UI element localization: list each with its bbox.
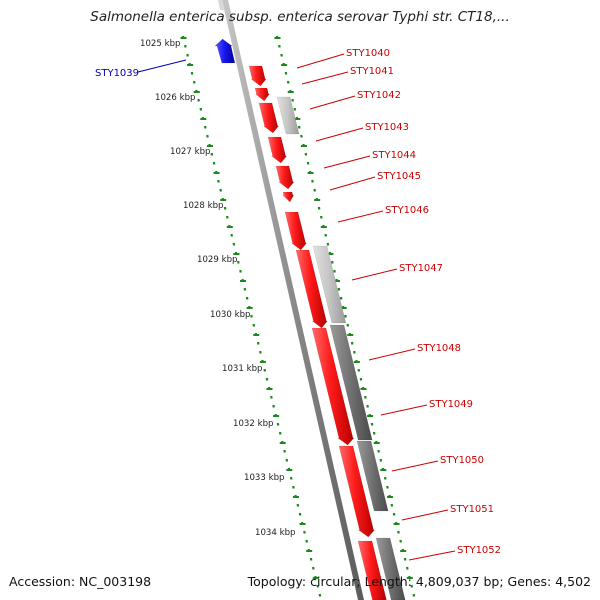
kbp-label: 1030 kbp	[210, 310, 251, 320]
leader-line	[315, 127, 364, 142]
kbp-label: 1027 kbp	[170, 147, 211, 157]
gene-sty1042[interactable]	[276, 96, 300, 135]
leader-line	[301, 71, 349, 85]
kbp-label: 1028 kbp	[183, 201, 224, 211]
gene-label-sty1046[interactable]: STY1046	[385, 205, 429, 216]
gene-label-sty1049[interactable]: STY1049	[429, 399, 473, 410]
gene-label-sty1040[interactable]: STY1040	[346, 48, 390, 59]
gene-label-sty1047[interactable]: STY1047	[399, 263, 443, 274]
gene-label-sty1050[interactable]: STY1050	[440, 455, 484, 466]
gene-sty1048[interactable]	[329, 324, 373, 441]
gene-sty1040[interactable]	[248, 65, 267, 87]
gene-label-sty1052[interactable]: STY1052	[457, 545, 501, 556]
kbp-label: 1026 kbp	[155, 93, 196, 103]
genome-axis-top	[218, 0, 224, 10]
gene-sty1044[interactable]	[267, 136, 288, 164]
leader-line	[408, 550, 456, 561]
leader-line	[351, 268, 398, 281]
genome-title: Salmonella enterica subsp. enterica sero…	[90, 9, 510, 25]
topology-text: Topology: circular; Length: 4,809,037 bp…	[247, 574, 591, 589]
leader-line	[296, 53, 345, 69]
gene-sty1043[interactable]	[258, 102, 280, 134]
genome-axis	[222, 0, 364, 600]
gene-label-sty1039[interactable]: STY1039	[95, 68, 139, 79]
gene-segment-1[interactable]	[282, 191, 295, 203]
gene-sty1051[interactable]	[338, 445, 376, 538]
gene-sty1050[interactable]	[356, 440, 389, 512]
leader-line	[401, 509, 449, 521]
kbp-label: 1033 kbp	[244, 473, 285, 483]
kbp-label: 1032 kbp	[233, 419, 274, 429]
gene-label-sty1041[interactable]: STY1041	[350, 66, 394, 77]
kbp-label: 1034 kbp	[255, 528, 296, 538]
gene-segment-0[interactable]	[295, 249, 328, 329]
gene-sty1046[interactable]	[284, 211, 308, 251]
kbp-label: 1025 kbp	[140, 39, 181, 49]
gene-sty1049[interactable]	[311, 327, 355, 446]
gene-sty1045[interactable]	[275, 165, 295, 190]
gene-label-sty1048[interactable]: STY1048	[417, 343, 461, 354]
kbp-label: 1029 kbp	[197, 255, 238, 265]
leader-line	[329, 176, 376, 191]
leader-line	[323, 155, 371, 169]
accession-text: Accession: NC_003198	[9, 574, 152, 589]
gene-segment-2[interactable]	[357, 540, 387, 600]
gene-label-sty1051[interactable]: STY1051	[450, 504, 494, 515]
gene-sty1039[interactable]	[214, 38, 236, 64]
gene-sty1041[interactable]	[254, 87, 270, 102]
gene-label-sty1042[interactable]: STY1042	[357, 90, 401, 101]
gene-label-sty1045[interactable]: STY1045	[377, 171, 421, 182]
leader-line	[337, 210, 384, 223]
leader-line	[380, 404, 428, 416]
gene-sty1052[interactable]	[375, 537, 406, 600]
leader-line	[391, 460, 439, 472]
gene-label-sty1043[interactable]: STY1043	[365, 122, 409, 133]
gene-sty1047[interactable]	[312, 245, 347, 324]
leader-line	[309, 95, 356, 110]
gene-label-sty1044[interactable]: STY1044	[372, 150, 416, 161]
leader-line	[368, 348, 416, 361]
leader-line	[137, 59, 187, 73]
kbp-label: 1031 kbp	[222, 364, 263, 374]
